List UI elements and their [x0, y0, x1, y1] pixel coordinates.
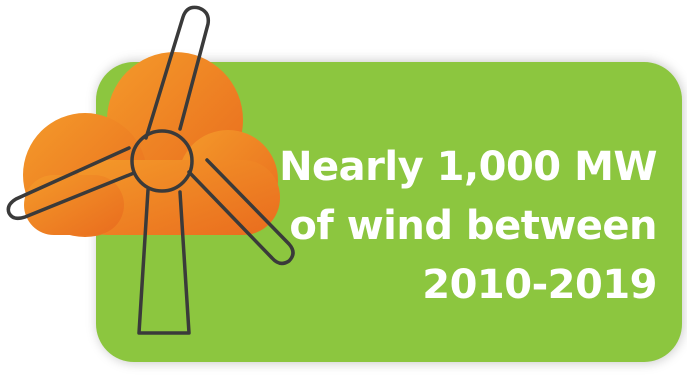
- wind-turbine-icon: [6, 5, 295, 335]
- headline-line-3: 2010-2019: [422, 262, 657, 308]
- headline-line-2: of wind between: [289, 203, 657, 249]
- headline-line-1: Nearly 1,000 MW: [279, 144, 657, 190]
- cloud-icon: [23, 52, 280, 237]
- headline: Nearly 1,000 MW of wind between 2010-201…: [187, 138, 657, 315]
